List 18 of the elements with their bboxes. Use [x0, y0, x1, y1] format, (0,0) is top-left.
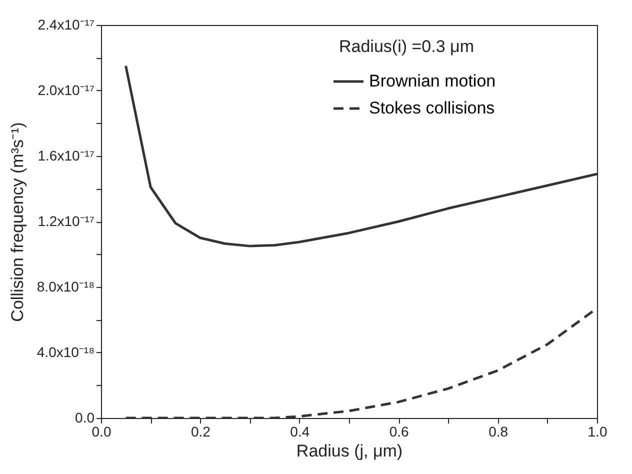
x-tick-label: 0.8: [488, 424, 508, 440]
x-tick-label: 0.4: [290, 424, 310, 440]
y-tick-label: 2.4x10⁻¹⁷: [38, 16, 94, 32]
x-tick-label: 0.6: [389, 424, 410, 440]
legend-label: Brownian motion: [369, 72, 496, 90]
legend-label: Stokes collisions: [369, 98, 495, 118]
y-tick-label: 1.2x10⁻¹⁷: [38, 213, 94, 229]
y-axis-title: Collision frequency (m³s⁻¹): [8, 122, 27, 322]
x-tick-label: 0.2: [190, 424, 211, 440]
x-tick-label: 0.0: [92, 424, 112, 440]
x-tick-label: 1.0: [588, 424, 608, 440]
annotation: Radius(i) =0.3 μm: [339, 37, 474, 56]
y-tick-label: 4.0x10⁻¹⁸: [36, 344, 95, 360]
y-tick-label: 8.0x10⁻¹⁸: [36, 278, 95, 294]
y-tick-label: 2.0x10⁻¹⁷: [38, 82, 94, 98]
y-tick-label: 1.6x10⁻¹⁷: [38, 148, 94, 164]
y-tick-label: 0.0: [75, 410, 95, 426]
x-axis-title: Radius (j, μm): [296, 442, 403, 460]
